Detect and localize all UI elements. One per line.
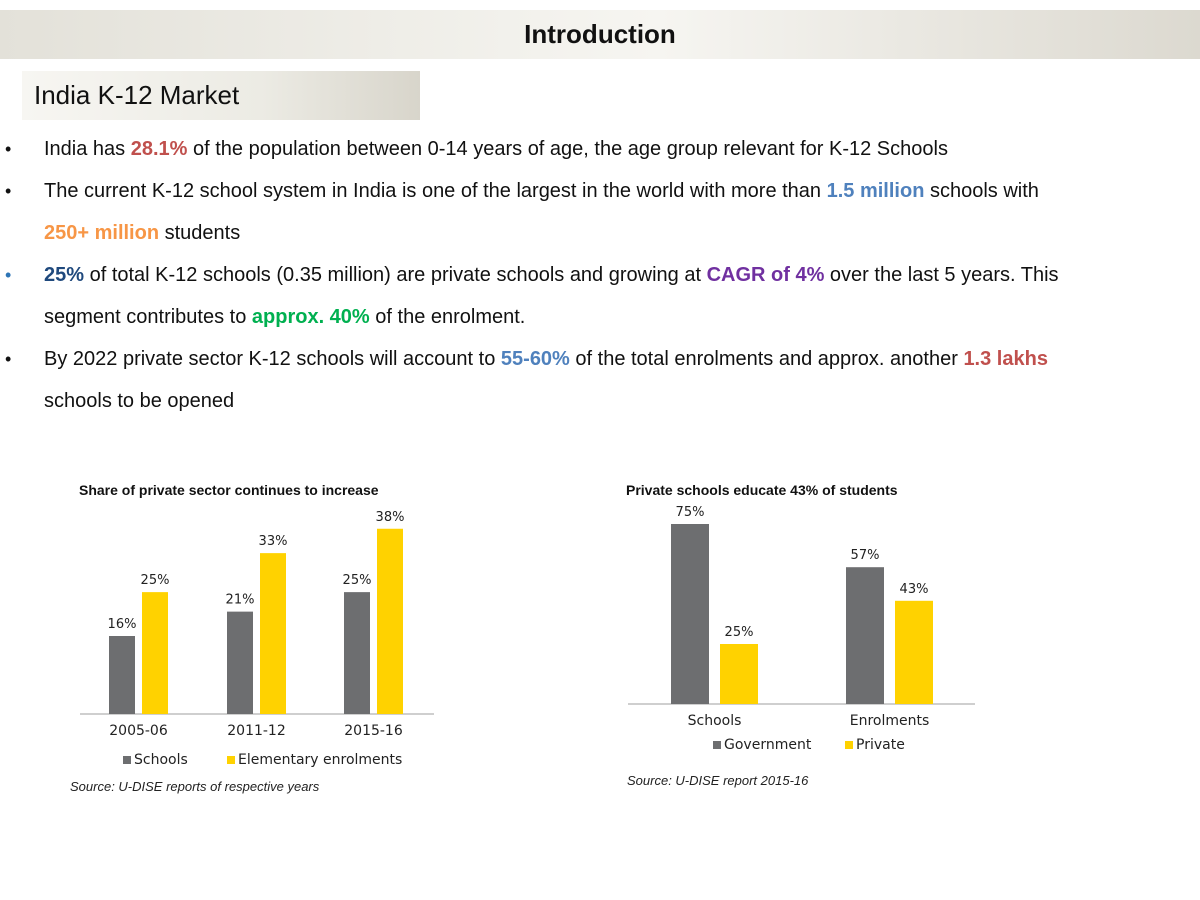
x-tick-label: 2015-16 [344,723,403,739]
data-label: 75% [676,505,705,520]
bullet-item: • The current K-12 school system in India… [0,170,1084,254]
bullet-marker: • [5,139,12,159]
chart-private-students: Private schools educate 43% of students 7… [615,470,995,800]
data-label: 33% [259,534,288,549]
highlight-text: CAGR of 4% [706,264,825,286]
highlight-text: 25% [44,264,85,286]
bullet-marker: • [5,181,12,201]
bullet-text: over the last 5 years. This segment cont… [44,264,1059,328]
legend-label: Elementary enrolments [238,752,402,768]
bar-government [846,567,884,704]
bar-private [895,600,933,704]
bullet-text: schools to be opened [44,390,235,412]
bar-elementary-enrolments [142,592,168,714]
bullet-text: By 2022 private sector K-12 schools will… [44,348,501,370]
bar-schools [109,636,135,714]
data-label: 57% [851,548,880,563]
x-tick-label: Schools [688,713,742,729]
source-note: Source: U-DISE report 2015-16 [627,773,809,788]
chart-private-students-svg: Private schools educate 43% of students 7… [626,482,975,788]
bullet-text: India has [44,138,131,160]
bullet-text: of the enrolment. [369,306,526,328]
section-header: India K-12 Market [22,71,420,120]
bar-government [671,524,709,704]
chart-private-share: Share of private sector continues to inc… [60,470,460,800]
legend-swatch [713,741,721,749]
x-tick-label: Enrolments [850,713,930,729]
bullet-text: schools with [924,180,1039,202]
legend-label: Government [724,737,812,753]
bar-elementary-enrolments [377,528,403,714]
legend-swatch [845,741,853,749]
section-title: India K-12 Market [34,80,240,110]
x-tick-label: 2011-12 [227,723,286,739]
bar-elementary-enrolments [260,553,286,714]
page-title: Introduction [524,19,676,49]
highlight-text: 1.5 million [826,180,925,202]
title-bar: Introduction [0,10,1200,59]
data-label: 25% [725,625,754,640]
bullet-marker: • [5,349,12,369]
legend-swatch [123,756,131,764]
bullet-item: • By 2022 private sector K-12 schools wil… [0,338,1084,422]
highlight-text: 28.1% [130,138,188,160]
highlight-text: 55-60% [500,348,570,370]
bar-schools [344,592,370,714]
source-note: Source: U-DISE reports of respective yea… [70,779,320,794]
chart-title: Private schools educate 43% of students [626,482,898,498]
bullet-item: • 25% of total K-12 schools (0.35 million… [0,254,1084,338]
bullet-marker: • [5,265,12,285]
highlight-text: 1.3 lakhs [963,348,1048,370]
data-label: 21% [226,593,255,608]
bullet-text: of total K-12 schools (0.35 million) are… [84,264,707,286]
legend-label: Schools [134,752,188,768]
bullet-item: • India has 28.1% of the population betwe… [0,128,1084,170]
data-label: 25% [141,573,170,588]
chart-title: Share of private sector continues to inc… [79,482,379,498]
data-label: 38% [376,510,405,525]
x-tick-label: 2005-06 [109,723,168,739]
data-label: 16% [108,617,137,632]
legend-swatch [227,756,235,764]
bullet-text: The current K-12 school system in India … [44,180,827,202]
legend-label: Private [856,737,905,753]
bullet-text: of the total enrolments and approx. anot… [569,348,964,370]
data-label: 25% [343,573,372,588]
bullet-list: • India has 28.1% of the population betwe… [0,128,1200,422]
bullet-text: students [159,222,241,244]
chart-private-share-svg: Share of private sector continues to inc… [70,482,434,794]
bullet-text: of the population between 0-14 years of … [187,138,948,160]
bar-schools [227,611,253,714]
highlight-text: approx. 40% [251,306,370,328]
data-label: 43% [900,582,929,597]
bar-private [720,644,758,704]
highlight-text: 250+ million [44,222,160,244]
